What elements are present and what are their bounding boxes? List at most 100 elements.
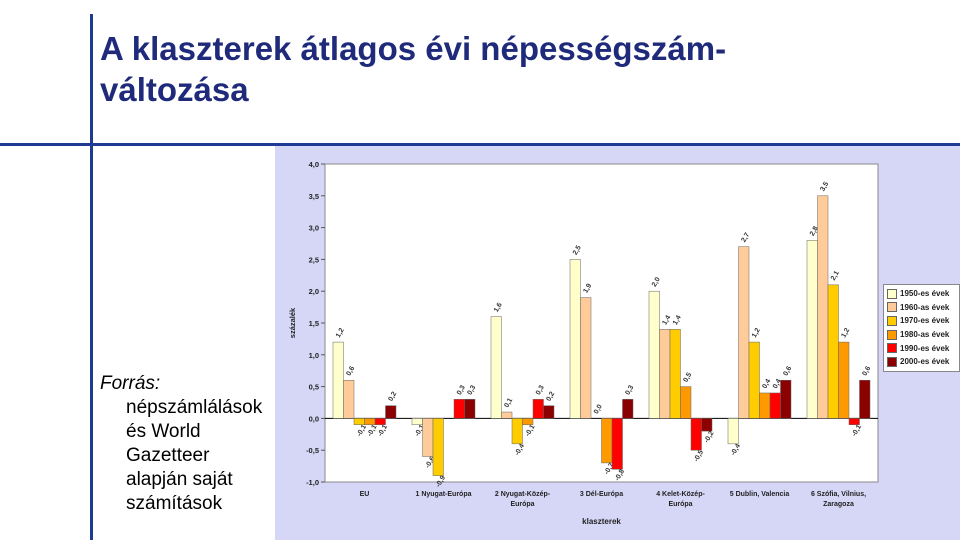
bar [353, 418, 365, 426]
bar [680, 386, 692, 419]
x-tick-label: 6 Szófia, Vilnius, [811, 491, 866, 498]
legend-item: 1990-es évek [887, 341, 956, 355]
bar [601, 418, 613, 464]
bar [611, 418, 623, 470]
chart-legend: 1950-es évek 1960-as évek 1970-es évek 1980… [883, 284, 960, 372]
source-text: népszámlálások és World Gazetteer alapjá… [126, 397, 263, 514]
bar [701, 418, 713, 432]
legend-swatch [887, 315, 897, 326]
bar [759, 392, 771, 419]
bar [364, 418, 376, 426]
bar [569, 259, 581, 419]
y-tick-label: 2,0 [309, 287, 319, 296]
slide-title-line-2: változása [100, 71, 249, 108]
bar-value-label: 0,2 [387, 391, 398, 403]
bar [580, 297, 592, 419]
bar-value-label: 1,2 [751, 327, 762, 339]
bar-value-label: 1,2 [335, 327, 346, 339]
bar [453, 399, 465, 419]
bar-value-label: 0,6 [345, 365, 356, 377]
bar-value-label: 3,5 [819, 181, 830, 193]
bar [827, 284, 839, 419]
bar-value-label: 0,4 [772, 378, 783, 390]
bar-value-label: 1,4 [661, 314, 672, 326]
bar-value-label: 0,1 [503, 397, 514, 409]
bar [374, 418, 386, 426]
bar [332, 341, 344, 419]
bar-value-label: 1,2 [840, 327, 851, 339]
bar [411, 418, 423, 426]
bar [511, 418, 523, 445]
bar [817, 195, 829, 419]
y-tick-label: 2,5 [309, 255, 319, 264]
bar-value-label: 0,5 [682, 372, 693, 384]
bar-chart: 4,0 3,5 3,0 2,5 2,0 1,5 1,0 0,5 0,0 -0,5 -1,0 száza… [288, 160, 879, 526]
y-tick-label: 1,0 [309, 351, 319, 360]
legend-item: 1960-as évek [887, 301, 956, 315]
legend-label: 1970-es évek [900, 316, 950, 326]
x-tick-label: 5 Dublin, Valencia [730, 491, 790, 498]
bar [669, 329, 681, 419]
legend-swatch [887, 302, 897, 313]
legend-label: 1950-es évek [900, 289, 950, 299]
bar [690, 418, 702, 451]
x-tick-label: 4 Kelet-Közép- [656, 491, 705, 498]
bar-value-label: 0,0 [593, 403, 604, 415]
bar-value-label: 2,0 [651, 276, 662, 288]
bar [543, 405, 555, 419]
bar-value-label: 2,5 [572, 244, 583, 256]
bar [343, 379, 355, 419]
legend-label: 1960-as évek [900, 302, 950, 312]
bar-value-label: 0,3 [624, 384, 635, 396]
bar-value-label: 1,4 [672, 314, 683, 326]
legend-item: 1980-as évek [887, 328, 956, 342]
bar [522, 418, 534, 426]
bar [848, 418, 860, 426]
bar-value-label: 0,6 [861, 365, 872, 377]
x-tick-label: 2 Nyugat-Közép- [495, 491, 551, 498]
y-tick-label: 3,0 [309, 224, 319, 233]
bar-value-label: 0,3 [456, 384, 467, 396]
legend-swatch [887, 329, 897, 340]
bar [806, 240, 818, 419]
bar [501, 411, 513, 419]
legend-swatch [887, 288, 897, 299]
bar [622, 399, 634, 419]
slide-title: A klaszterek átlagos évi népességszám- v… [100, 28, 860, 110]
x-axis-label: klaszterek [582, 517, 621, 526]
bar-value-label: 0,6 [782, 365, 793, 377]
bar [532, 399, 544, 419]
y-tick-label: 3,5 [309, 192, 319, 201]
y-tick-label: 4,0 [309, 160, 319, 169]
bar [727, 418, 739, 445]
bar [432, 418, 444, 476]
bar [748, 341, 760, 419]
x-tick-label: Zaragoza [823, 501, 854, 508]
bar [780, 379, 792, 419]
y-tick-label: -0,5 [306, 446, 319, 455]
bar-value-label: 2,1 [830, 270, 841, 282]
bar [838, 341, 850, 419]
horizontal-accent-line [0, 143, 960, 146]
legend-item: 1970-es évek [887, 314, 956, 328]
y-tick-label: 1,5 [309, 319, 319, 328]
legend-label: 1990-es évek [900, 343, 950, 353]
bar [738, 246, 750, 419]
bar-value-label: 1,9 [582, 283, 593, 295]
source-note: Forrás: népszámlálások és World Gazettee… [100, 372, 275, 516]
x-tick-label: 1 Nyugat-Európa [415, 491, 471, 498]
legend-item: 2000-es évek [887, 355, 956, 369]
source-label: Forrás: [100, 373, 161, 394]
bar-value-label: 0,3 [466, 384, 477, 396]
legend-item: 1950-es évek [887, 287, 956, 301]
vertical-accent-line [90, 14, 93, 540]
y-tick-label: 0,0 [309, 414, 319, 423]
bar [385, 405, 397, 419]
x-tick-label: Európa [510, 501, 534, 508]
x-tick-label: 3 Dél-Európa [580, 491, 623, 498]
bar [659, 329, 671, 419]
bar-value-label: 1,6 [493, 302, 504, 314]
bar [490, 316, 502, 419]
bar [422, 418, 434, 457]
x-tick-label: EU [360, 491, 370, 498]
